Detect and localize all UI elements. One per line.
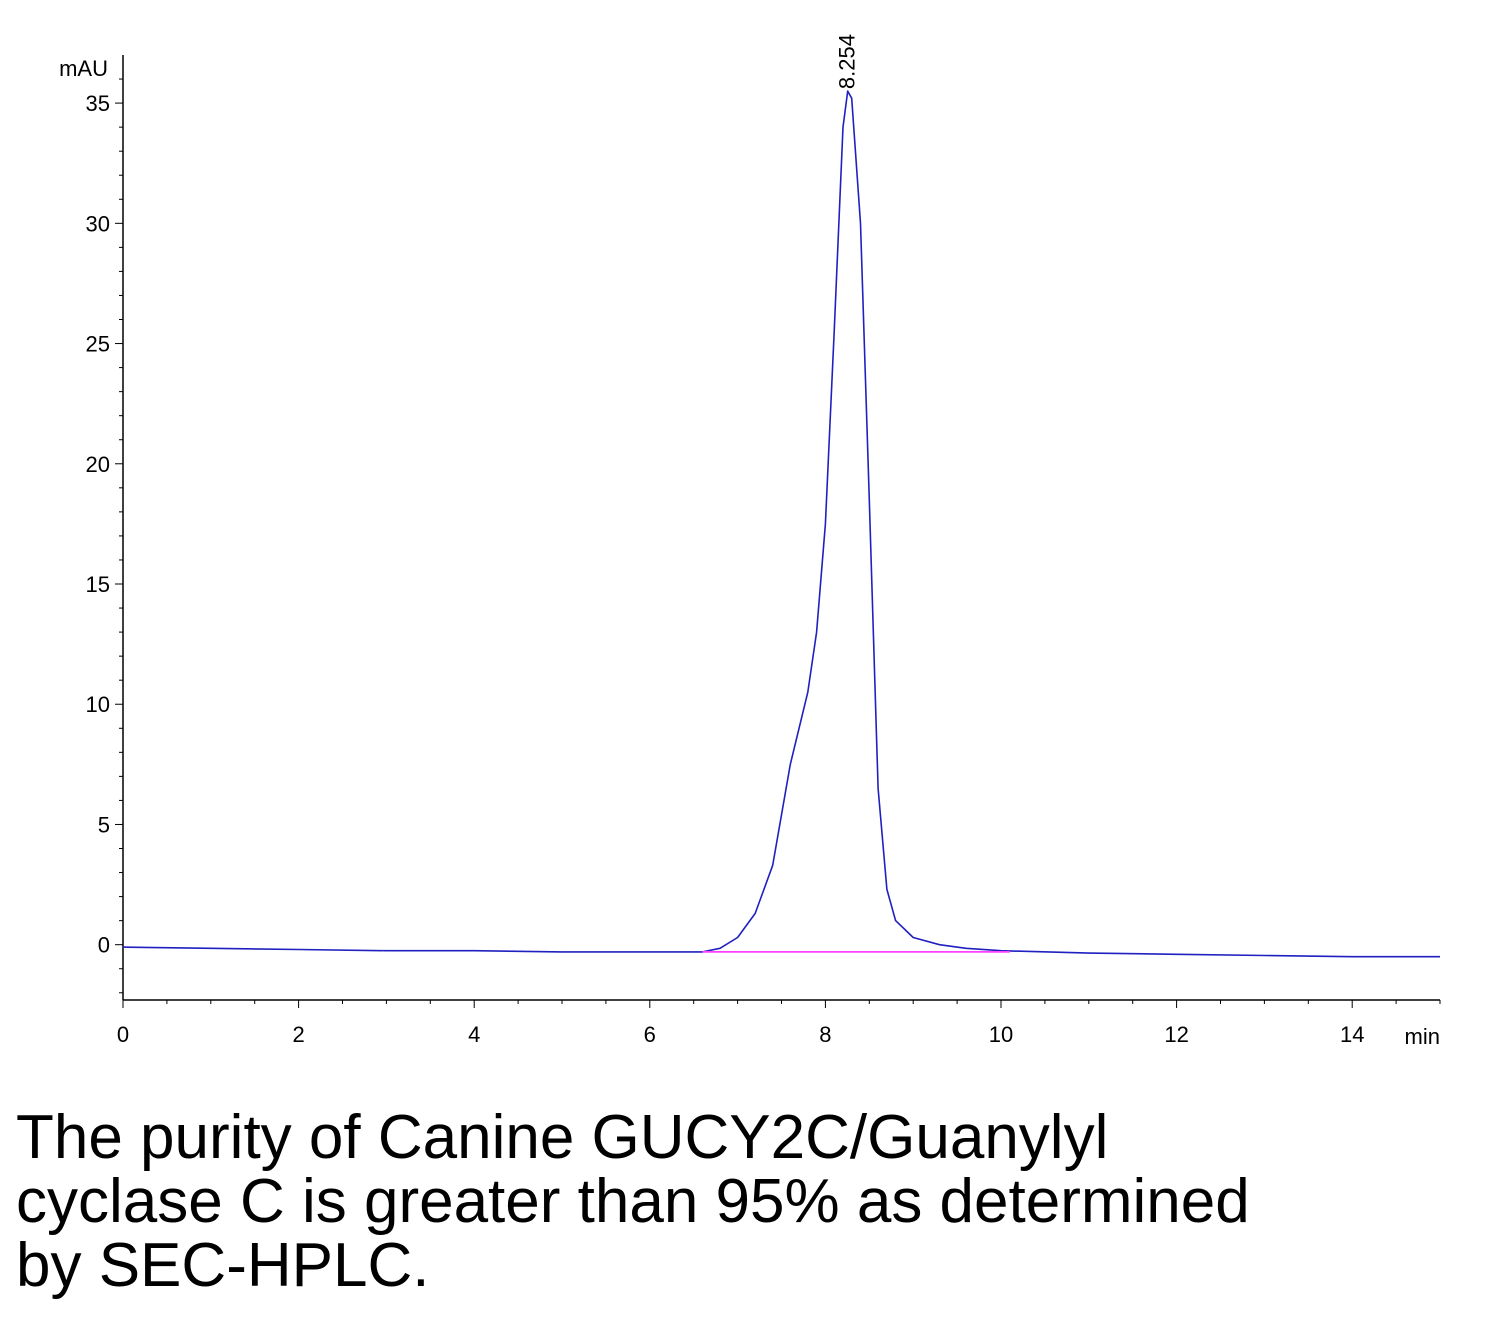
plot-area: 8.254 <box>122 34 1440 958</box>
y-tick-label: 0 <box>98 933 110 958</box>
y-axis-label: mAU <box>59 56 108 81</box>
y-tick-label: 10 <box>86 692 110 717</box>
y-tick-label: 5 <box>98 812 110 837</box>
y-tick-label: 30 <box>86 211 110 236</box>
x-tick-label: 8 <box>819 1022 831 1047</box>
x-tick-label: 10 <box>989 1022 1013 1047</box>
y-tick-label: 25 <box>86 332 110 357</box>
x-tick-label: 4 <box>468 1022 480 1047</box>
chromatogram-trace <box>122 90 1440 958</box>
x-tick-label: 2 <box>292 1022 304 1047</box>
figure-caption: The purity of Canine GUCY2C/Guanylyl cyc… <box>16 1103 1250 1300</box>
y-tick-label: 15 <box>86 572 110 597</box>
chromatogram-chart: 0 2 4 6 8 10 12 14 0 5 10 15 20 25 30 35 8.254 mAU min <box>59 34 1441 1049</box>
y-tick-label: 35 <box>86 91 110 116</box>
x-tick-label: 14 <box>1340 1022 1364 1047</box>
y-axis: 0 5 10 15 20 25 30 35 <box>86 55 124 1000</box>
x-tick-label: 12 <box>1164 1022 1188 1047</box>
peak-label: 8.254 <box>835 34 860 89</box>
y-tick-label: 20 <box>86 452 110 477</box>
x-axis-label: min <box>1405 1024 1440 1049</box>
x-tick-label: 6 <box>644 1022 656 1047</box>
x-tick-label: 0 <box>117 1022 129 1047</box>
x-axis: 0 2 4 6 8 10 12 14 <box>117 999 1441 1047</box>
